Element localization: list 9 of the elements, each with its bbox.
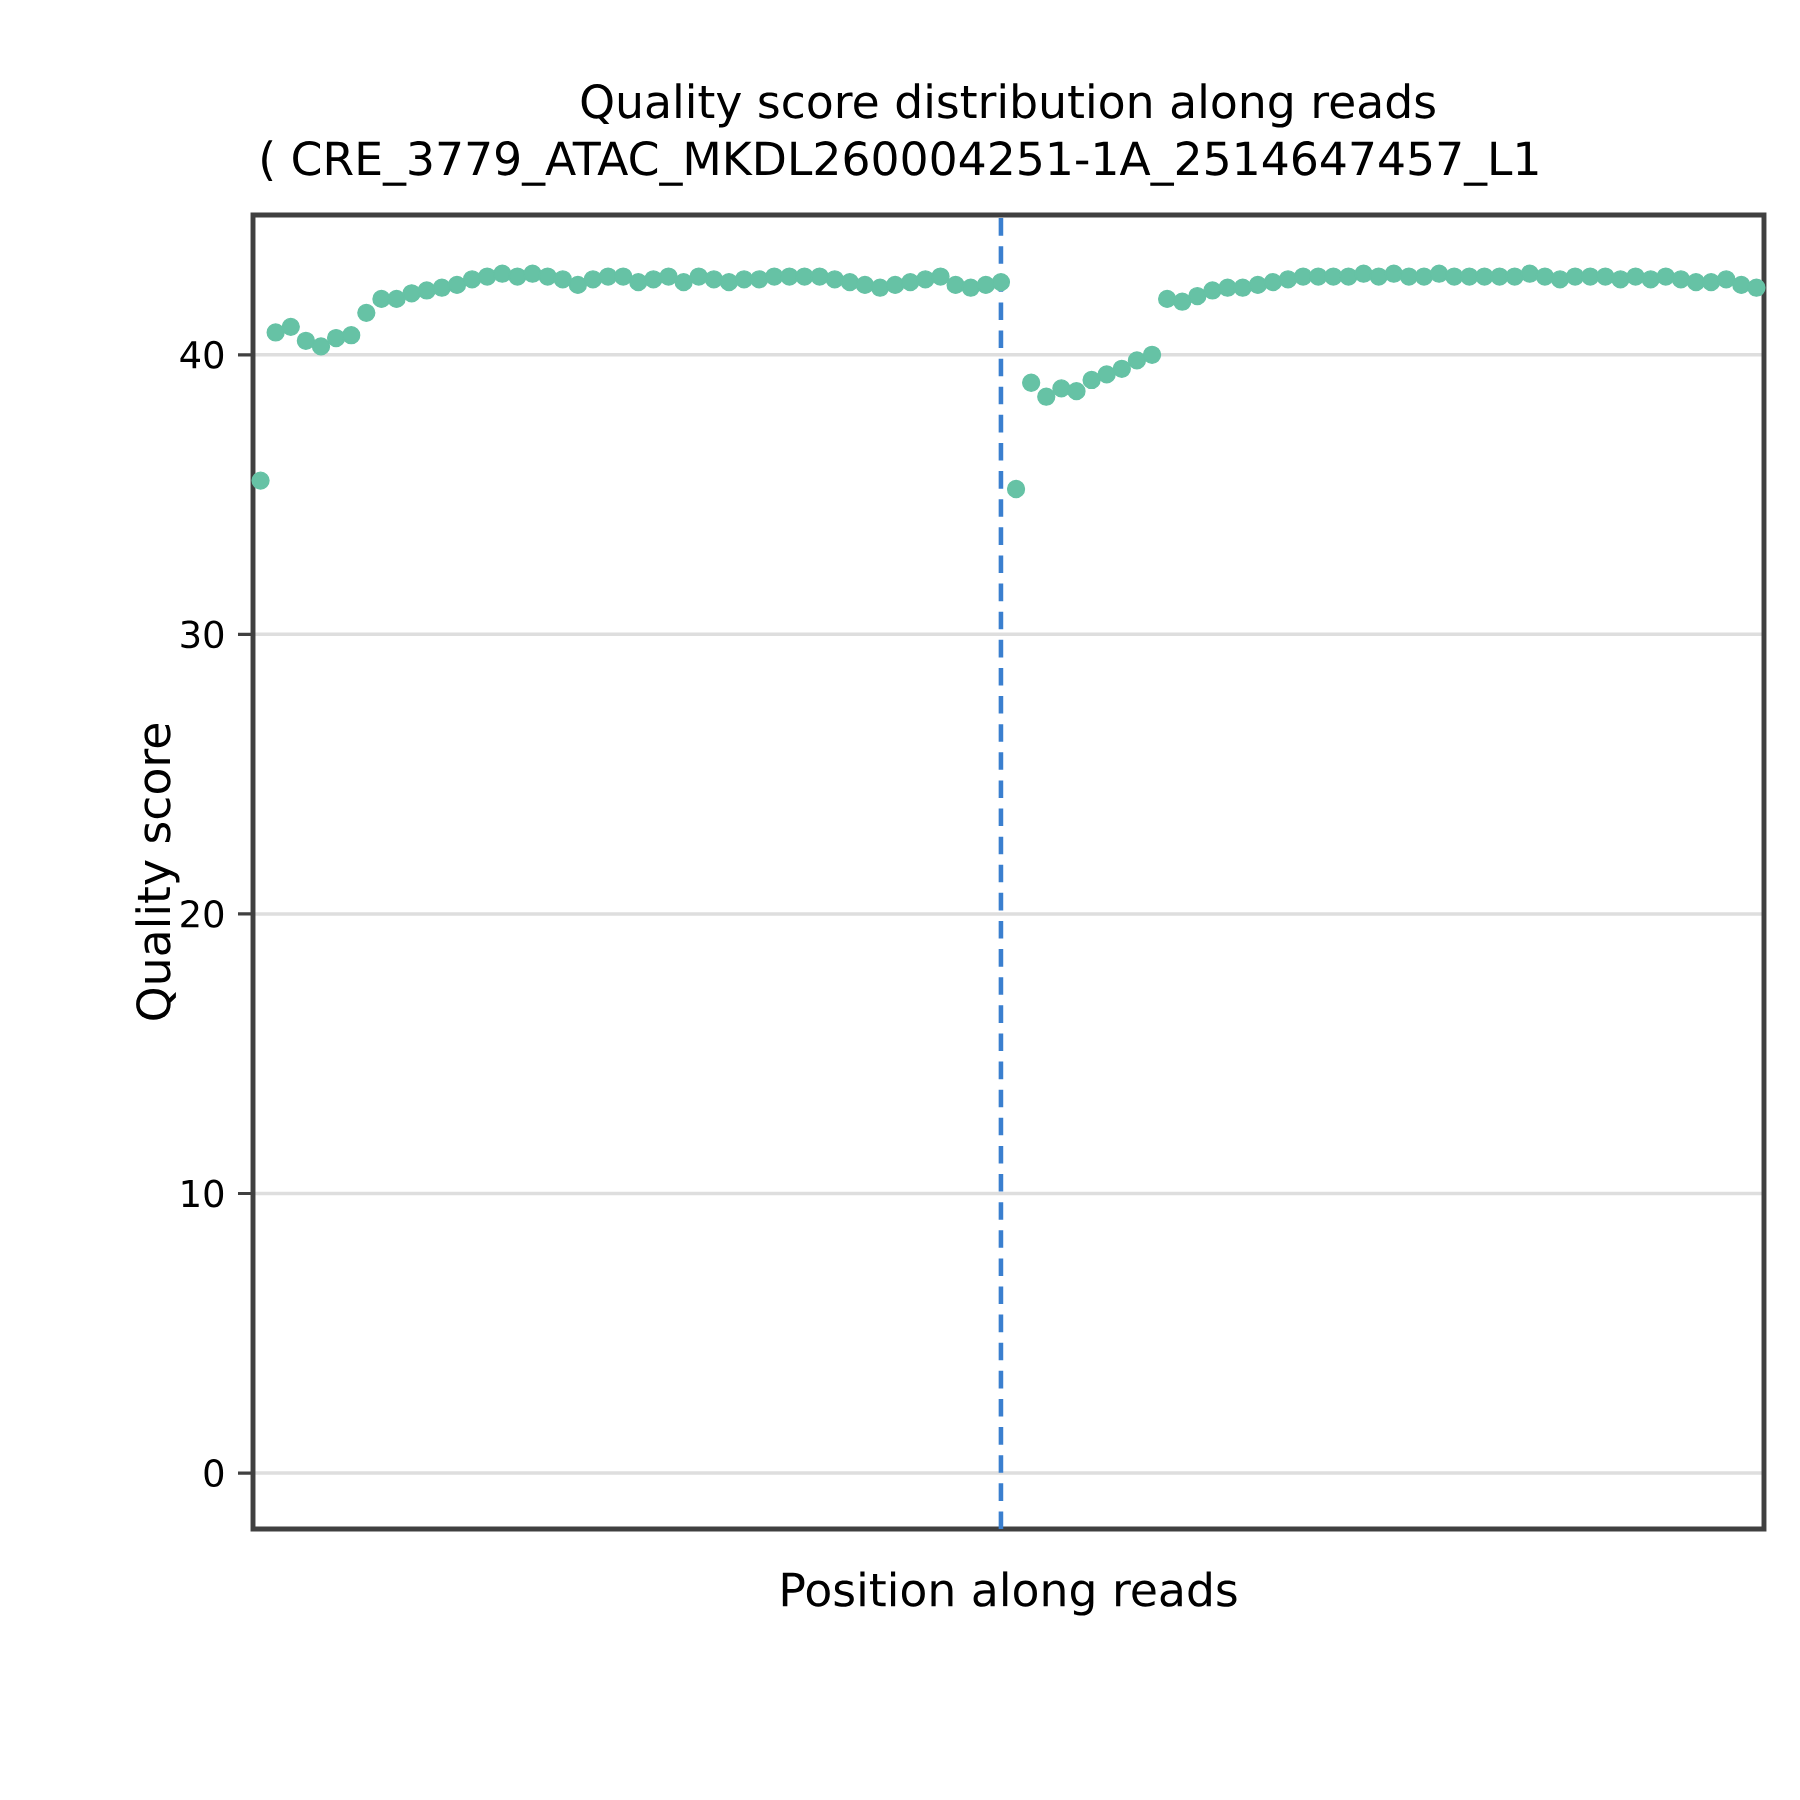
y-tick-label: 0: [204, 1459, 224, 1488]
y-tick-label: 40: [180, 340, 224, 369]
chart-subtitle: ( CRE_3779_ATAC_MKDL260004251-1A_2514647457_L1: [262, 140, 1538, 186]
x-axis-title: Position along reads: [782, 1571, 1237, 1616]
y-tick-label: 10: [182, 1179, 224, 1208]
chart-title: Quality score distribution along reads: [581, 83, 1435, 128]
y-axis-title: Quality score: [135, 724, 180, 1020]
y-tick-label: 30: [181, 620, 224, 649]
y-tick-label: 20: [181, 899, 224, 928]
